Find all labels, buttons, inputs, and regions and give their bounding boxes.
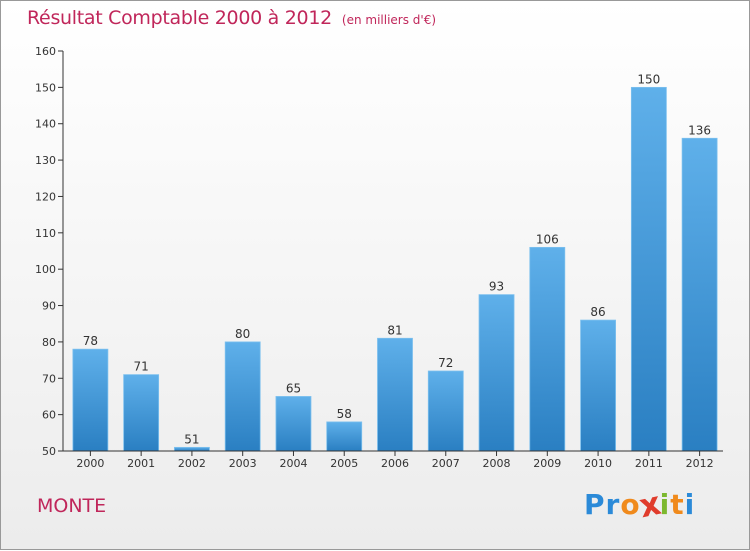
bar-2007 <box>427 370 464 452</box>
bar-value-label: 65 <box>286 381 301 395</box>
logo-letter: r <box>605 488 621 521</box>
bar-value-label: 86 <box>590 305 605 319</box>
bar-2003 <box>224 341 261 452</box>
bar-2000 <box>72 348 109 452</box>
y-tick-label: 90 <box>42 300 56 313</box>
logo-letter: i <box>659 488 671 521</box>
chart-title: Résultat Comptable 2000 à 2012 (en millie… <box>27 7 436 29</box>
chart-subtitle: (en milliers d'€) <box>341 13 437 27</box>
logo-letter: t <box>670 488 685 521</box>
x-tick-label: 2010 <box>584 457 612 470</box>
bar-2006 <box>377 337 413 452</box>
bar-value-label: 51 <box>184 432 199 446</box>
bar-2011 <box>630 86 667 452</box>
bar-value-label: 150 <box>637 72 660 86</box>
bar-value-label: 71 <box>134 360 149 374</box>
bar-value-label: 93 <box>489 280 504 294</box>
y-tick-label: 80 <box>42 336 56 349</box>
x-tick-label: 2008 <box>483 457 511 470</box>
bar-value-label: 78 <box>83 334 98 348</box>
logo-letter: o <box>620 488 641 521</box>
axes-layer <box>58 50 723 456</box>
y-tick-label: 140 <box>35 118 56 131</box>
x-tick-label: 2006 <box>381 457 409 470</box>
bar-value-label: 58 <box>337 407 352 421</box>
x-tick-label: 2012 <box>686 457 714 470</box>
x-tick-label: 2002 <box>178 457 206 470</box>
bar-2004 <box>275 396 312 452</box>
proxiti-logo: Proxiti <box>584 484 696 526</box>
x-tick-label: 2000 <box>76 457 104 470</box>
bar-value-label: 106 <box>536 232 559 246</box>
bar-2010 <box>580 319 616 452</box>
x-tick-label: 2005 <box>330 457 358 470</box>
commune-name: MONTE <box>37 495 107 517</box>
y-tick-label: 110 <box>35 227 56 240</box>
y-tick-label: 70 <box>42 372 56 385</box>
bar-2005 <box>326 421 363 452</box>
bar-value-label: 80 <box>235 327 250 341</box>
y-tick-label: 50 <box>42 445 56 458</box>
logo-letter: i <box>684 488 696 521</box>
x-tick-label: 2004 <box>279 457 307 470</box>
y-tick-label: 130 <box>35 154 56 167</box>
x-tick-label: 2003 <box>229 457 257 470</box>
bar-2002 <box>174 446 210 452</box>
bar-value-label: 72 <box>438 356 453 370</box>
bar-value-label: 136 <box>688 123 711 137</box>
bar-value-label: 81 <box>387 323 402 337</box>
bars-layer <box>72 86 718 452</box>
y-tick-label: 150 <box>35 81 56 94</box>
x-tick-label: 2011 <box>635 457 663 470</box>
x-tick-label: 2001 <box>127 457 155 470</box>
logo-letter: P <box>584 488 606 521</box>
y-tick-label: 120 <box>35 190 56 203</box>
bar-2009 <box>529 246 566 452</box>
y-tick-label: 60 <box>42 409 56 422</box>
labels-layer: 50 60 70 80 90 100 110 120 130 140 150 160 78 2000 71 2… <box>35 45 714 470</box>
y-tick-label: 100 <box>35 263 56 276</box>
x-tick-label: 2009 <box>533 457 561 470</box>
y-tick-label: 160 <box>35 45 56 58</box>
chart-title-text: Résultat Comptable 2000 à 2012 <box>27 7 332 29</box>
bar-2008 <box>478 294 515 452</box>
bar-2012 <box>681 137 718 452</box>
x-tick-label: 2007 <box>432 457 460 470</box>
bar-2001 <box>123 374 160 452</box>
